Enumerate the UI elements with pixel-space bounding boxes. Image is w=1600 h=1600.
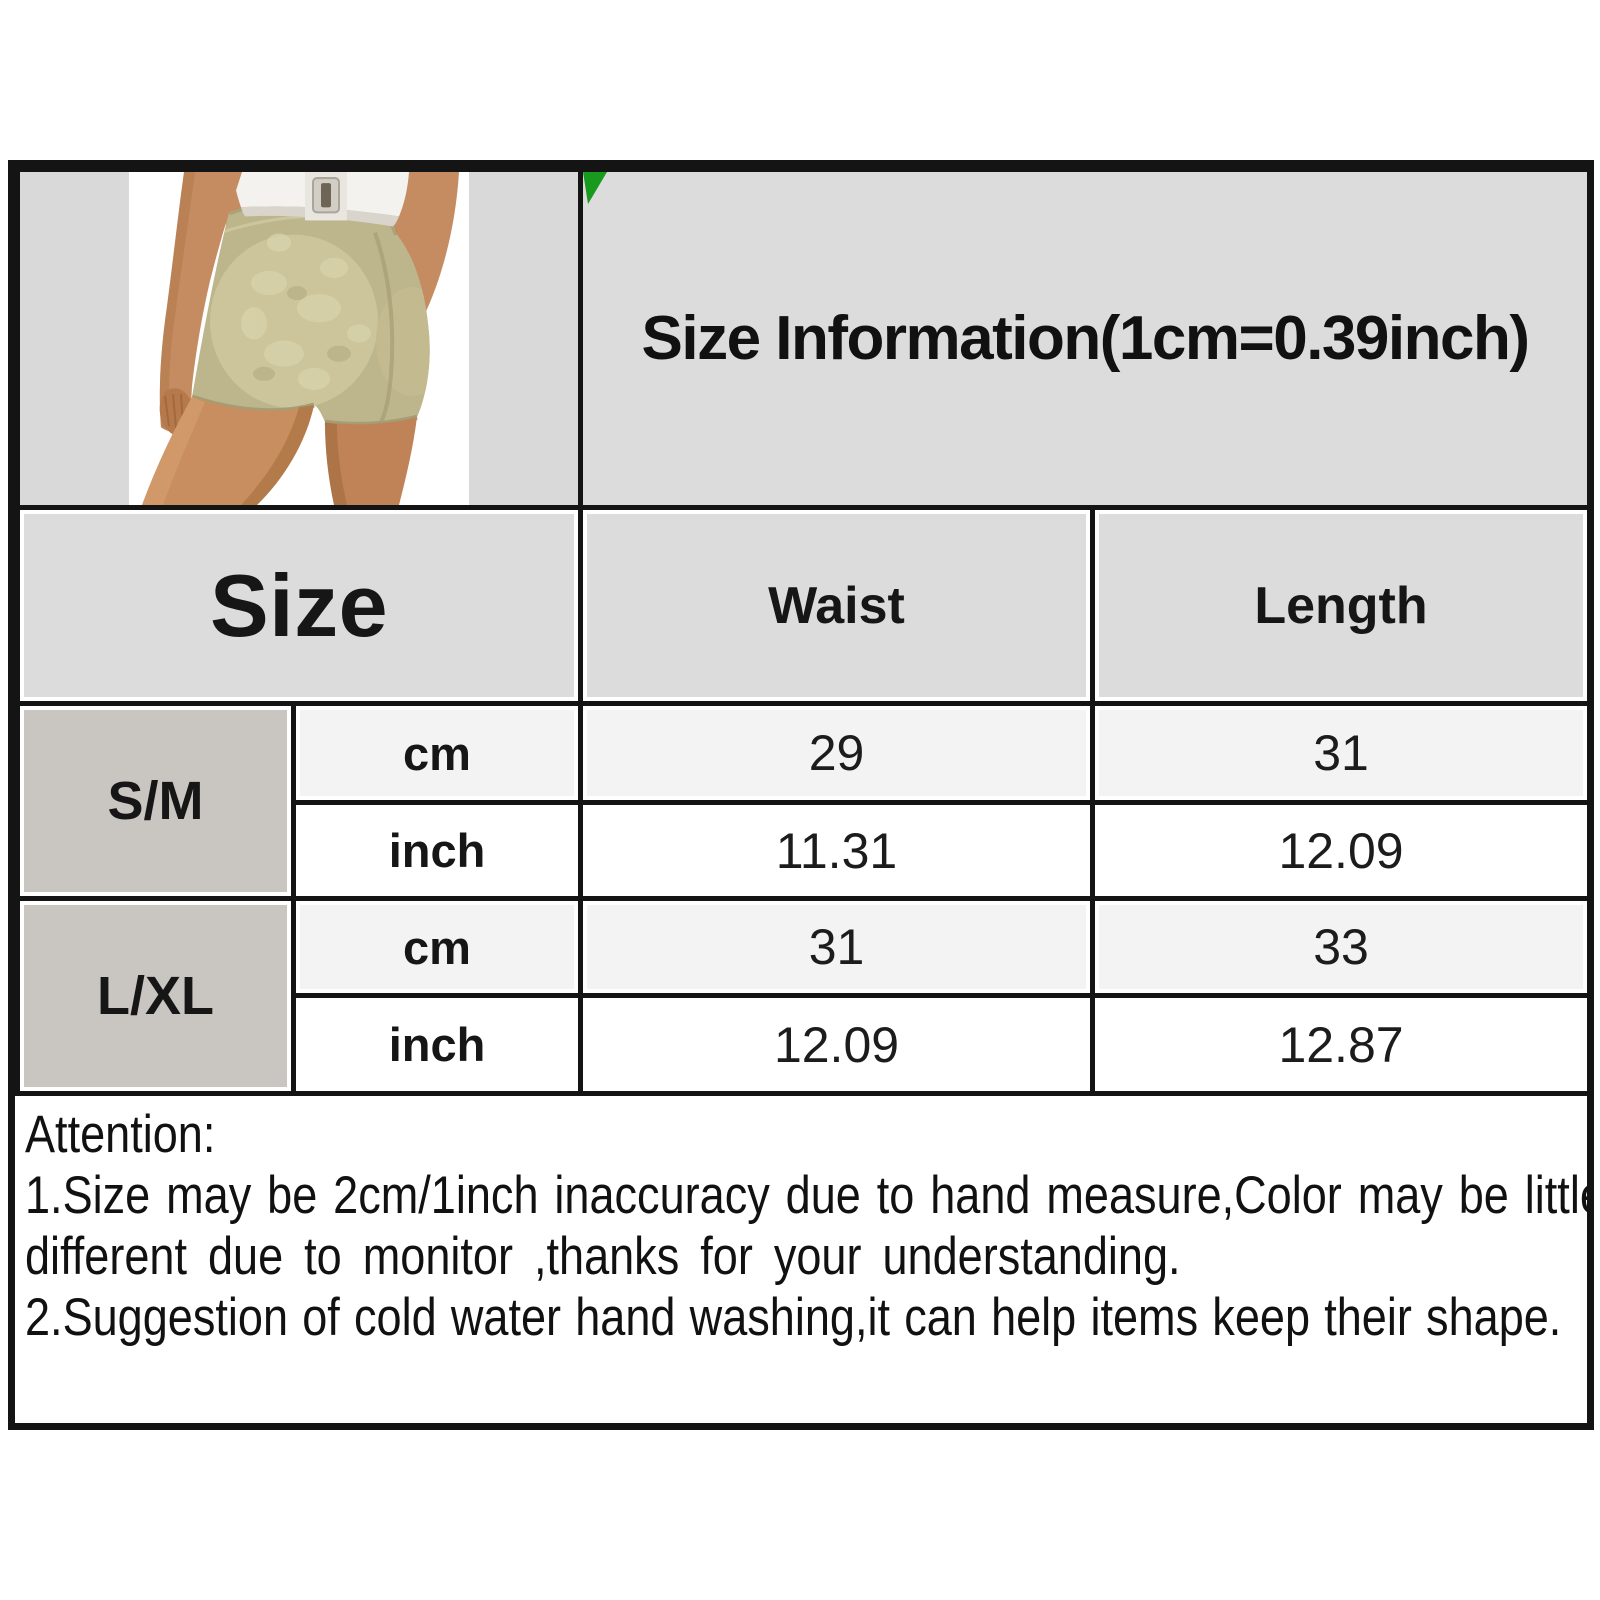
unit-cell-lxl-cm: cm [291, 896, 583, 998]
attention-line-2: different due to monitor ,thanks for you… [25, 1227, 1181, 1286]
size-header-label: Size [209, 555, 389, 655]
attention-heading: Attention: [25, 1105, 216, 1164]
product-photo-cell [15, 167, 583, 510]
group-label-lxl: L/XL [15, 896, 296, 1096]
value-sm-inch-waist: 11.31 [578, 800, 1095, 901]
unit-cell-lxl-inch: inch [291, 993, 583, 1096]
value-lxl-cm-waist: 31 [578, 896, 1095, 998]
value-lxl-inch-waist: 12.09 [578, 993, 1095, 1096]
top-clasp-slot [321, 183, 331, 208]
attention-line-1: 1.Size may be 2cm/1inch inaccuracy due t… [25, 1166, 1587, 1225]
attention-section: Attention: 1.Size may be 2cm/1inch inacc… [15, 1096, 1587, 1423]
size-info-title: Size Information(1cm=0.39inch) [641, 304, 1530, 373]
size-chart-box: Size Information(1cm=0.39inch) Size Wais… [8, 160, 1594, 1430]
attention-line-3: 2.Suggestion of cold water hand washing,… [25, 1288, 1562, 1347]
value-sm-cm-waist: 29 [578, 701, 1095, 805]
value-lxl-inch-length: 12.87 [1090, 993, 1592, 1096]
product-photo-frame [23, 174, 576, 503]
group-label-sm: S/M [15, 701, 296, 901]
value-sm-cm-length: 31 [1090, 701, 1592, 805]
length-header-label: Length [1254, 576, 1428, 635]
title-cell: Size Information(1cm=0.39inch) [578, 167, 1592, 510]
unit-cell-sm-cm: cm [291, 701, 583, 805]
value-sm-inch-length: 12.09 [1090, 800, 1592, 901]
unit-cell-sm-inch: inch [291, 800, 583, 901]
right-thigh [325, 417, 417, 503]
corner-triangle-icon [585, 174, 606, 204]
left-thigh-highlight [142, 397, 205, 503]
size-chart-table: Size Information(1cm=0.39inch) Size Wais… [15, 167, 1592, 1096]
left-thigh-shade [243, 405, 314, 503]
right-thigh-shade [325, 422, 347, 503]
header-cell-length: Length [1090, 505, 1592, 706]
value-lxl-cm-length: 33 [1090, 896, 1592, 998]
header-cell-waist: Waist [578, 505, 1095, 706]
left-arm-shade [159, 174, 195, 431]
product-photo [129, 174, 469, 503]
header-cell-size: Size [15, 505, 583, 706]
waist-header-label: Waist [768, 576, 905, 635]
